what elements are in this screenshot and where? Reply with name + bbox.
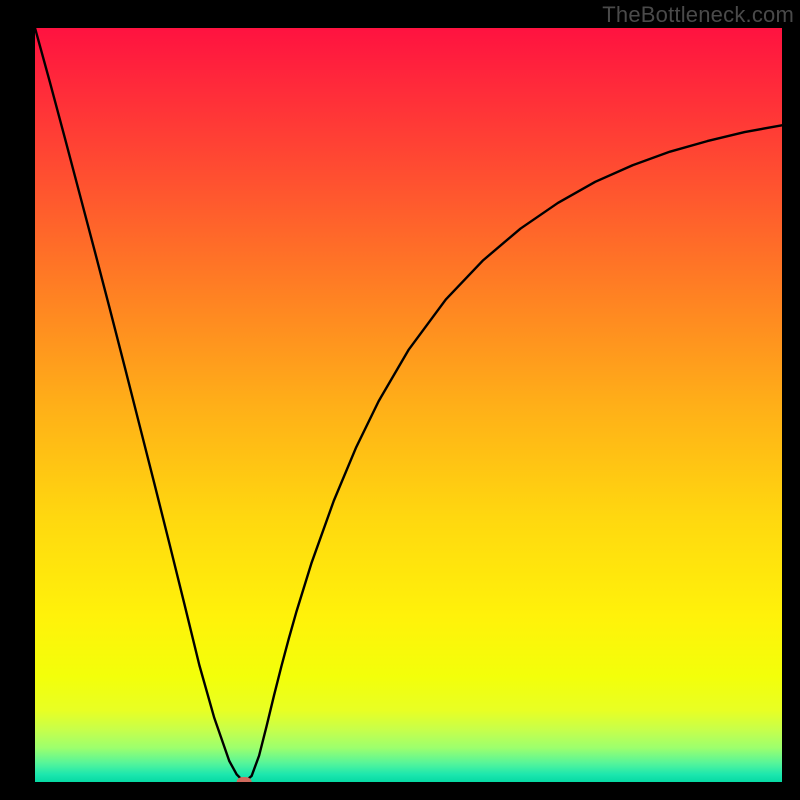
- chart-svg: [35, 28, 782, 782]
- watermark-text: TheBottleneck.com: [602, 2, 794, 28]
- chart-frame: TheBottleneck.com: [0, 0, 800, 800]
- gradient-background: [35, 28, 782, 782]
- plot-area: [35, 28, 782, 782]
